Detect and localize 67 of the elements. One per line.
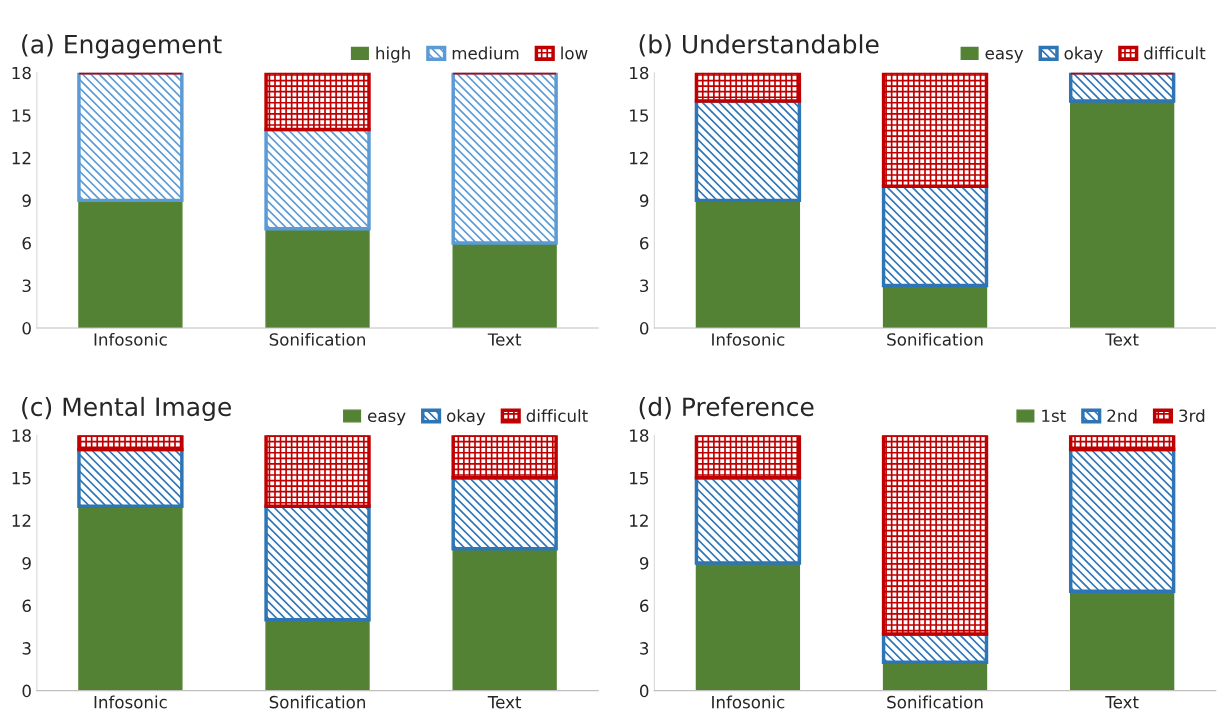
legend-label: 2nd: [1107, 409, 1137, 423]
y-tick-label: 15: [630, 472, 649, 485]
legend-label: medium: [452, 46, 519, 60]
legend-label: easy: [368, 412, 406, 426]
y-tick-label: 0: [639, 322, 649, 335]
y-tick-label: 0: [22, 684, 31, 698]
y-tick-label: 15: [630, 109, 649, 122]
chart-title: (c) Mental Image: [22, 396, 231, 422]
y-tick-label: 9: [639, 194, 649, 207]
y-tick-label: 3: [640, 642, 649, 655]
y-tick-label: 9: [22, 194, 31, 207]
x-tick-label: Infosonic: [94, 332, 167, 346]
legend-label: okay: [447, 409, 486, 426]
chart-title: (a) Engagement: [22, 34, 222, 59]
chart-title: (b) Understandable: [639, 34, 879, 57]
legend-label: low: [561, 46, 588, 60]
x-tick-label: Infosonic: [94, 695, 167, 709]
legend-label: high: [376, 46, 410, 63]
bar: [452, 548, 557, 691]
y-tick-label: 6: [22, 599, 31, 613]
y-tick-label: 18: [630, 429, 649, 442]
legend-label: easy: [985, 49, 1024, 63]
bar: [78, 199, 183, 329]
y-tick-label: 12: [12, 151, 31, 165]
y-tick-label: 9: [639, 556, 649, 570]
x-tick-label: Sonification: [887, 332, 983, 346]
x-tick-label: Infosonic: [712, 695, 785, 709]
y-tick-label: 12: [630, 151, 648, 165]
legend-label: difficult: [1144, 46, 1206, 60]
bar: [1070, 100, 1175, 329]
bar: [882, 284, 988, 329]
x-tick-label: Sonification: [887, 695, 983, 709]
bar: [695, 562, 801, 691]
legend-label: 3rd: [1179, 409, 1205, 423]
bar: [452, 242, 557, 329]
y-tick-label: 3: [640, 279, 649, 293]
x-tick-label: Sonification: [269, 695, 365, 709]
y-tick-label: 6: [640, 236, 649, 250]
y-tick-label: 15: [12, 109, 31, 122]
bar: [265, 619, 370, 691]
y-tick-label: 9: [22, 556, 31, 570]
bar: [695, 199, 801, 329]
legend-label: difficult: [526, 409, 588, 423]
y-tick-label: 6: [22, 236, 31, 250]
y-tick-label: 3: [22, 642, 31, 655]
y-tick-label: 0: [22, 322, 31, 335]
y-tick-label: 18: [630, 66, 649, 80]
y-tick-label: 6: [640, 599, 649, 613]
bar: [78, 505, 183, 691]
legend-label: okay: [1064, 46, 1103, 63]
y-tick-label: 3: [22, 279, 31, 293]
y-tick-label: 18: [12, 66, 31, 80]
x-tick-label: Infosonic: [712, 332, 785, 346]
bar: [1070, 590, 1175, 691]
legend-label: 1st: [1042, 409, 1066, 423]
y-tick-label: 15: [12, 472, 31, 485]
x-tick-label: Text: [487, 696, 522, 709]
y-tick-label: 12: [630, 514, 648, 527]
x-tick-label: Text: [1105, 333, 1139, 346]
y-tick-label: 0: [639, 684, 649, 698]
chart-title: (d) Preference: [639, 396, 814, 420]
x-tick-label: Text: [1105, 696, 1139, 709]
x-tick-label: Sonification: [269, 332, 365, 346]
x-tick-label: Text: [487, 333, 522, 346]
bar: [265, 228, 370, 329]
y-tick-label: 12: [12, 514, 31, 527]
y-tick-label: 18: [12, 429, 31, 442]
